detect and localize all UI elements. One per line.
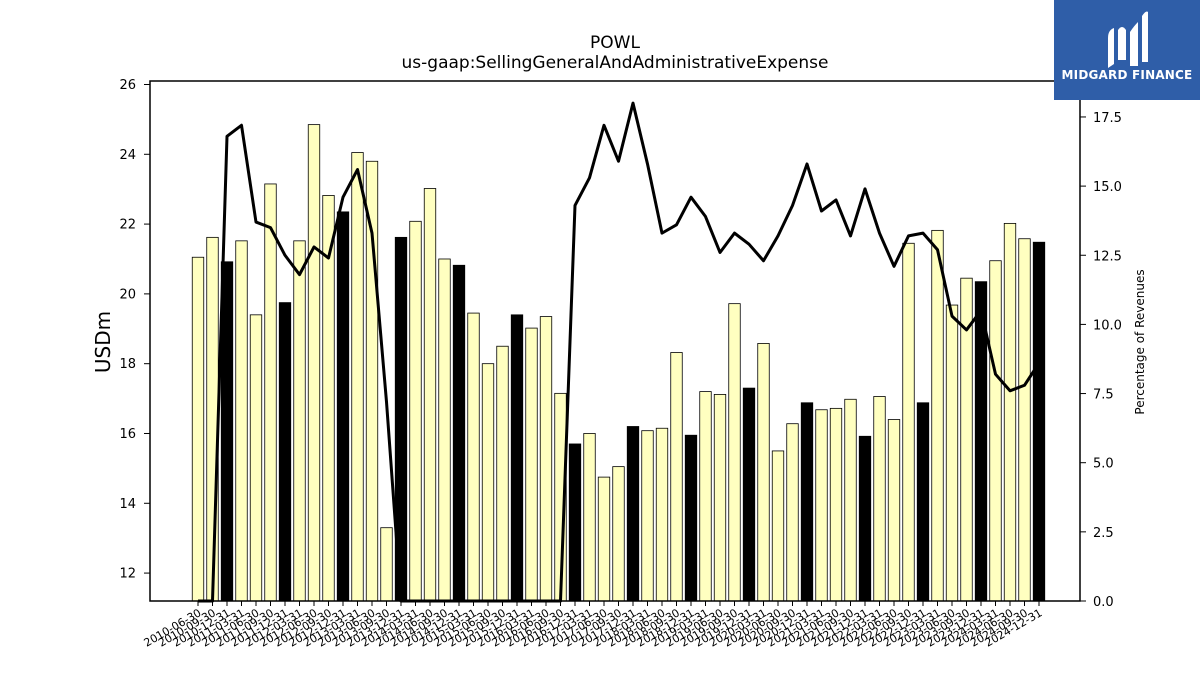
logo-brand-text: MIDGARD FINANCE: [1061, 68, 1193, 82]
bar: [757, 343, 770, 602]
left-axis-ticks: 12 14 16 18 20 22 24 26: [119, 78, 150, 582]
bar: [655, 427, 669, 602]
bar: [1032, 241, 1046, 602]
y-axis-label: USDm: [91, 311, 115, 373]
y2-tick-label: 7.5: [1093, 388, 1114, 403]
chart-title: POWL: [590, 33, 640, 53]
y2-axis-label: Percentage of Revenues: [1133, 269, 1147, 414]
right-axis-ticks: 0.0 2.5 5.0 7.5 10.0 12.5 15.0 17.5: [1080, 111, 1122, 610]
bar: [278, 302, 292, 602]
y2-tick-label: 10.0: [1093, 318, 1122, 333]
bar: [380, 527, 393, 602]
y-tick-label: 12: [119, 567, 136, 582]
bar: [496, 345, 509, 602]
bar: [916, 402, 930, 602]
bar: [989, 260, 1002, 602]
bar: [307, 124, 321, 602]
bar: [771, 450, 785, 602]
bar: [699, 391, 712, 602]
x-axis-ticks: 2010-06-302010-09-302010-12-312011-03-31…: [142, 601, 1045, 650]
bar: [568, 443, 582, 602]
bar: [249, 314, 263, 602]
bar: [539, 316, 553, 602]
bar: [887, 419, 901, 602]
bar: [728, 303, 741, 602]
percentage-line: [198, 101, 1041, 603]
y-tick-label: 16: [119, 427, 136, 442]
y2-tick-label: 2.5: [1093, 526, 1114, 541]
midgard-finance-logo: MIDGARD FINANCE: [1054, 0, 1200, 100]
bar: [235, 240, 248, 602]
midgard-logo-icon: [1108, 11, 1148, 68]
y2-tick-label: 15.0: [1093, 180, 1122, 195]
bar: [786, 423, 799, 602]
bar: [945, 304, 959, 602]
bar: [264, 183, 277, 602]
bar: [626, 426, 640, 602]
bar: [438, 258, 451, 602]
plot-frame: [149, 80, 1081, 602]
bar: [510, 314, 524, 602]
bar: [612, 466, 625, 602]
y-tick-label: 26: [119, 78, 136, 93]
bar: [583, 433, 596, 602]
bar: [670, 352, 683, 602]
y2-tick-label: 12.5: [1093, 249, 1122, 264]
bar: [452, 264, 466, 602]
y2-tick-label: 0.0: [1093, 595, 1114, 610]
bar: [423, 188, 437, 602]
y2-tick-label: 17.5: [1093, 111, 1122, 126]
bar: [684, 434, 698, 602]
bar: [467, 312, 480, 602]
y2-tick-label: 5.0: [1093, 457, 1114, 472]
bar: [742, 387, 756, 602]
bar: [191, 256, 205, 602]
bar: [1018, 238, 1031, 602]
bar: [525, 327, 538, 602]
bar: [858, 435, 872, 602]
bar: [409, 220, 422, 602]
bar: [481, 363, 495, 602]
bar: [336, 211, 350, 602]
bar: [829, 407, 843, 602]
y-tick-label: 18: [119, 357, 136, 372]
bar: [800, 402, 814, 602]
bar: [641, 430, 654, 602]
bar: [713, 393, 727, 602]
bar: [873, 396, 886, 602]
bar: [815, 409, 828, 602]
bar-series: [191, 124, 1046, 602]
bar: [597, 476, 611, 602]
bar: [844, 398, 857, 602]
bar: [902, 242, 915, 602]
y-tick-label: 20: [119, 287, 136, 302]
y-tick-label: 22: [119, 218, 136, 233]
bar: [931, 229, 944, 602]
chart-subtitle: us-gaap:SellingGeneralAndAdministrativeE…: [402, 53, 829, 73]
y-tick-label: 24: [119, 148, 136, 163]
bar: [206, 236, 219, 602]
bar: [351, 152, 364, 602]
bar: [293, 240, 306, 602]
y-tick-label: 14: [119, 497, 136, 512]
bar: [1003, 222, 1017, 602]
